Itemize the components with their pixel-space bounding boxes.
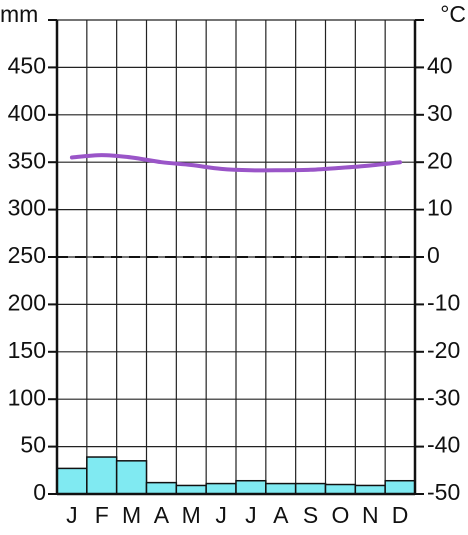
precipitation-bar: [175, 484, 207, 495]
precipitation-bar: [384, 479, 416, 495]
y2-axis-label: °C: [440, 1, 466, 27]
y2-tick-label: -40: [427, 432, 460, 458]
precipitation-bar: [56, 467, 88, 495]
x-tick-label: J: [215, 502, 227, 528]
y2-tick-label: 30: [427, 100, 453, 126]
y-tick-label: 300: [8, 195, 46, 221]
x-tick-label: D: [392, 502, 409, 528]
x-tick-label: M: [182, 502, 201, 528]
precipitation-bar: [294, 482, 327, 495]
x-tick-label: A: [154, 502, 170, 528]
y2-tick-label: -50: [427, 479, 460, 505]
y-tick-label: 400: [8, 100, 46, 126]
x-tick-label: J: [66, 502, 78, 528]
x-tick-label: N: [362, 502, 379, 528]
y2-tick-label: 10: [427, 195, 453, 221]
precipitation-bar: [205, 482, 237, 495]
precipitation-bar: [115, 460, 148, 495]
y-tick-label: 0: [33, 479, 46, 505]
y2-tick-label: -10: [427, 289, 460, 315]
x-tick-label: J: [245, 502, 257, 528]
y2-tick-label: 20: [427, 147, 453, 173]
x-tick-label: M: [122, 502, 141, 528]
precipitation-bar: [324, 483, 357, 495]
y-tick-label: 450: [8, 52, 46, 78]
precipitation-bar: [265, 482, 297, 495]
precipitation-bar: [86, 456, 118, 495]
precipitation-bar: [354, 484, 386, 495]
x-tick-label: S: [303, 502, 318, 528]
temperature-line: [69, 153, 403, 173]
y2-tick-label: -30: [427, 384, 460, 410]
x-tick-label: O: [331, 502, 349, 528]
x-tick-label: A: [273, 502, 289, 528]
y-tick-label: 350: [8, 147, 46, 173]
y-axis-label: mm: [0, 1, 38, 27]
precipitation-bar: [145, 481, 178, 495]
y2-tick-label: 40: [427, 52, 453, 78]
y-tick-label: 100: [8, 384, 46, 410]
y2-tick-label: -20: [427, 337, 460, 363]
y-tick-label: 50: [20, 432, 46, 458]
y2-tick-label: 0: [427, 242, 440, 268]
precipitation-bar: [235, 479, 267, 495]
x-tick-label: F: [95, 502, 109, 528]
y-tick-label: 250: [8, 242, 46, 268]
y-tick-label: 200: [8, 289, 46, 315]
y-tick-label: 150: [8, 337, 46, 363]
